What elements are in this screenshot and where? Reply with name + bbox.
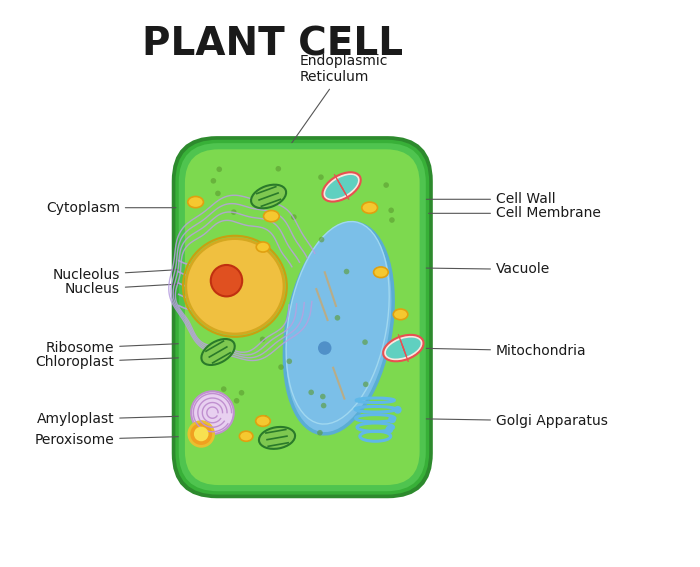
Circle shape [276, 166, 281, 172]
Ellipse shape [284, 223, 393, 434]
Text: Mitochondria: Mitochondria [414, 344, 587, 358]
Circle shape [211, 178, 216, 184]
Ellipse shape [186, 239, 284, 334]
Circle shape [242, 293, 248, 299]
Ellipse shape [286, 222, 389, 424]
Circle shape [228, 299, 233, 304]
Circle shape [389, 416, 396, 424]
Ellipse shape [263, 210, 279, 222]
Circle shape [386, 426, 393, 433]
Circle shape [286, 358, 292, 364]
Circle shape [258, 285, 263, 291]
Text: Endoplasmic
Reticulum: Endoplasmic Reticulum [281, 54, 388, 158]
Circle shape [318, 341, 332, 355]
Text: Chloroplast: Chloroplast [35, 355, 210, 369]
Circle shape [194, 427, 209, 441]
Text: Golgi Apparatus: Golgi Apparatus [392, 414, 608, 428]
Ellipse shape [256, 242, 270, 252]
Ellipse shape [386, 337, 421, 358]
Circle shape [321, 403, 326, 408]
Ellipse shape [188, 197, 204, 208]
Text: Vacuole: Vacuole [409, 263, 550, 277]
Circle shape [263, 291, 269, 297]
Ellipse shape [239, 431, 253, 441]
Circle shape [211, 265, 242, 297]
Text: Cell Wall: Cell Wall [426, 192, 556, 206]
FancyBboxPatch shape [172, 136, 433, 498]
Ellipse shape [202, 339, 235, 365]
Text: PLANT CELL: PLANT CELL [142, 26, 403, 64]
Circle shape [318, 175, 324, 180]
Circle shape [291, 214, 297, 220]
Circle shape [231, 209, 237, 215]
Circle shape [260, 337, 265, 342]
Circle shape [191, 391, 234, 434]
Ellipse shape [383, 335, 424, 361]
Ellipse shape [256, 416, 270, 426]
Ellipse shape [362, 202, 377, 213]
Text: Nucleus: Nucleus [65, 281, 232, 296]
Ellipse shape [393, 309, 408, 320]
Ellipse shape [326, 175, 358, 199]
Circle shape [389, 208, 394, 213]
Text: Cell Membrane: Cell Membrane [428, 206, 601, 221]
Circle shape [309, 390, 314, 395]
Circle shape [216, 167, 222, 172]
Circle shape [215, 191, 220, 196]
Circle shape [221, 386, 227, 392]
FancyBboxPatch shape [176, 140, 429, 494]
Circle shape [363, 382, 368, 387]
Circle shape [189, 422, 213, 446]
Circle shape [394, 406, 402, 414]
Circle shape [389, 217, 395, 223]
Circle shape [262, 415, 268, 421]
Circle shape [320, 393, 326, 399]
Circle shape [317, 430, 323, 435]
Ellipse shape [323, 172, 360, 202]
Ellipse shape [251, 185, 286, 208]
Ellipse shape [374, 267, 388, 278]
FancyBboxPatch shape [185, 149, 419, 485]
Circle shape [213, 349, 218, 354]
Text: Ribosome: Ribosome [46, 341, 204, 355]
Circle shape [384, 182, 389, 188]
Circle shape [239, 390, 244, 396]
Text: Amyloplast: Amyloplast [36, 412, 204, 426]
Text: Cytoplasm: Cytoplasm [46, 201, 176, 215]
Text: Nucleolus: Nucleolus [52, 267, 227, 282]
Circle shape [234, 398, 239, 404]
Circle shape [253, 250, 259, 256]
FancyBboxPatch shape [178, 143, 426, 491]
Circle shape [318, 237, 324, 243]
Circle shape [335, 315, 340, 320]
Circle shape [262, 290, 267, 296]
Circle shape [344, 269, 349, 274]
Circle shape [362, 340, 368, 345]
Ellipse shape [259, 427, 295, 449]
Text: Peroxisome: Peroxisome [34, 433, 193, 447]
Circle shape [278, 364, 284, 370]
